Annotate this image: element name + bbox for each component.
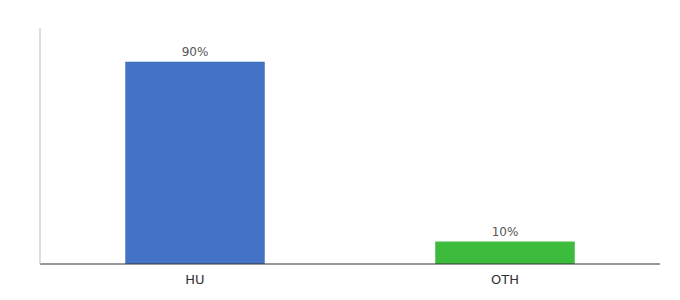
y-axis-line xyxy=(40,28,41,264)
chart-container: HU OTH 90% 10% xyxy=(0,0,680,300)
x-tick-label: HU xyxy=(185,272,204,287)
bar xyxy=(435,242,575,264)
bars xyxy=(125,62,575,264)
bar xyxy=(125,62,265,264)
data-label: 90% xyxy=(182,45,209,59)
data-labels: 90% 10% xyxy=(182,45,519,239)
x-axis-line xyxy=(40,264,660,265)
data-label: 10% xyxy=(492,225,519,239)
axes: HU OTH xyxy=(40,28,660,287)
chart-svg: HU OTH 90% 10% xyxy=(0,0,680,300)
x-tick-label: OTH xyxy=(491,272,519,287)
